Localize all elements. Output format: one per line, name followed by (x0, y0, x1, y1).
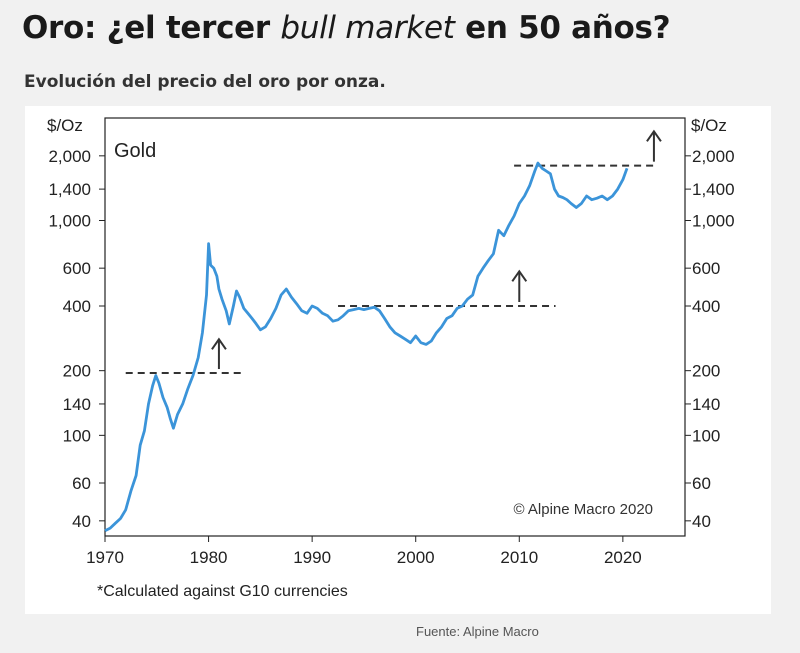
source-credit: Fuente: Alpine Macro (416, 624, 539, 639)
axis-ticks (99, 155, 691, 542)
y-tick-label-right: 1,400 (692, 180, 735, 199)
right-y-unit: $/Oz (691, 116, 727, 135)
x-tick-label: 1990 (293, 548, 331, 567)
x-tick-label: 2000 (397, 548, 435, 567)
arrow-head (511, 269, 528, 282)
y-tick-label-left: 200 (63, 362, 91, 381)
y-tick-label-left: 140 (63, 395, 91, 414)
y-tick-label-right: 600 (692, 259, 720, 278)
y-tick-label-left: 100 (63, 426, 91, 445)
plot-area (104, 117, 686, 537)
headline-part-1: Oro: ¿el tercer (22, 10, 281, 46)
y-tick-label-right: 200 (692, 362, 720, 381)
gold-series (104, 161, 629, 532)
arrow-head (211, 337, 227, 350)
x-tick-label: 1980 (190, 548, 228, 567)
y-tick-label-left: 1,000 (48, 212, 91, 231)
arrow-head (646, 129, 662, 142)
y-tick-label-left: 400 (63, 297, 91, 316)
y-tick-label-right: 60 (692, 474, 711, 493)
x-tick-label: 2010 (500, 548, 538, 567)
up-arrow-icon (646, 129, 662, 162)
y-tick-label-left: 1,400 (48, 180, 91, 199)
gold-price-chart: 2,000 1,400 1,000 600 400 200 140 100 60 40 2,000… (47, 116, 735, 600)
y-tick-label-right: 140 (692, 395, 720, 414)
headline: Oro: ¿el tercer bull market en 50 años? (22, 10, 671, 46)
x-axis-labels: 1970 1980 1990 2000 2010 2020 (86, 548, 642, 567)
left-y-unit: $/Oz (47, 116, 83, 135)
subheadline: Evolución del precio del oro por onza. (24, 72, 386, 92)
y-tick-label-left: 2,000 (48, 147, 91, 166)
y-tick-label-right: 2,000 (692, 147, 735, 166)
y-tick-label-right: 400 (692, 297, 720, 316)
series-label: Gold (114, 140, 156, 162)
up-arrow-icon (211, 337, 227, 370)
trend-arrows (211, 129, 662, 370)
x-tick-label: 2020 (604, 548, 642, 567)
gold-price-line (104, 161, 629, 532)
reference-lines (125, 164, 654, 375)
y-tick-label-right: 100 (692, 426, 720, 445)
x-tick-label: 1970 (86, 548, 124, 567)
headline-part-2: en 50 años? (454, 10, 671, 46)
y-tick-label-left: 600 (63, 259, 91, 278)
headline-italic: bull market (280, 10, 455, 46)
left-y-axis-labels: 2,000 1,400 1,000 600 400 200 140 100 60 40 (48, 147, 91, 531)
footnote: *Calculated against G10 currencies (97, 583, 348, 600)
y-tick-label-right: 40 (692, 512, 711, 531)
plot-frame (104, 117, 686, 537)
up-arrow-icon (511, 269, 528, 302)
y-tick-label-left: 60 (72, 474, 91, 493)
y-tick-label-right: 1,000 (692, 212, 735, 231)
right-y-axis-labels: 2,000 1,400 1,000 600 400 200 140 100 60 40 (692, 147, 735, 531)
chart-card: 2,000 1,400 1,000 600 400 200 140 100 60 40 2,000… (25, 106, 771, 614)
y-tick-label-left: 40 (72, 512, 91, 531)
copyright-note: © Alpine Macro 2020 (514, 501, 653, 518)
